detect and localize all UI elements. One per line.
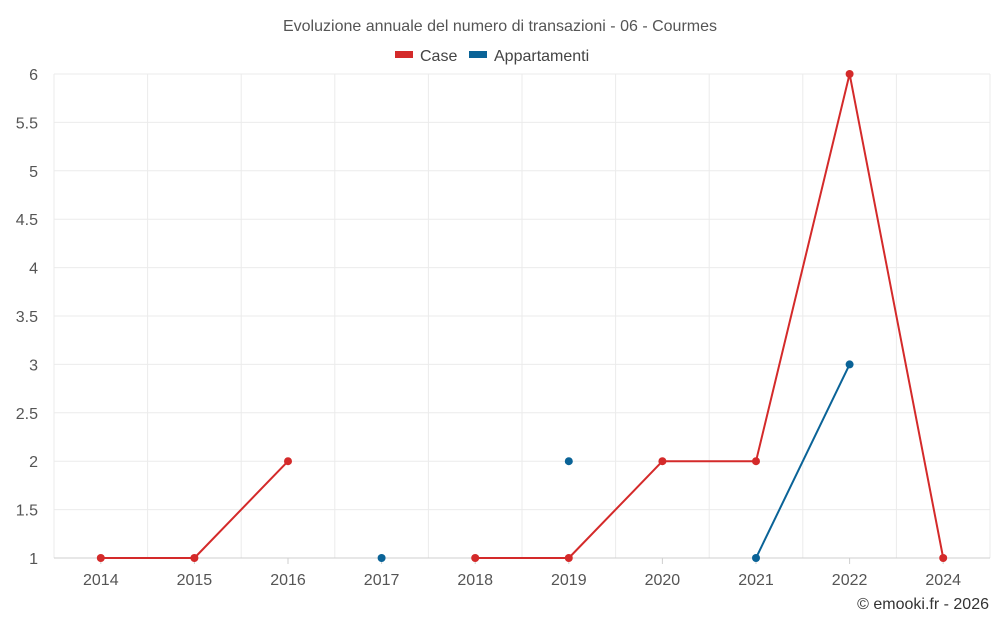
y-tick-label: 5.5 [16, 115, 38, 132]
data-point-case[interactable] [939, 554, 948, 562]
y-tick-label: 6 [29, 67, 38, 84]
data-point-case[interactable] [658, 457, 667, 466]
legend: Case Appartamenti [395, 48, 589, 65]
x-tick-label: 2017 [364, 572, 400, 589]
gridlines [53, 73, 991, 558]
data-point-appartamenti[interactable] [377, 554, 386, 562]
data-point-case[interactable] [190, 554, 199, 562]
x-axis: 2014 2015 2016 2017 2018 2019 2020 2021 2022 2024 [54, 557, 990, 589]
legend-label-appartamenti: Appartamenti [494, 48, 589, 65]
y-tick-label: 3.5 [16, 309, 38, 326]
series-line-case [475, 73, 945, 559]
y-tick-label: 4.5 [16, 212, 38, 229]
y-tick-label: 3 [29, 357, 38, 374]
data-point-appartamenti[interactable] [752, 554, 760, 562]
series-layer [96, 70, 948, 562]
data-point-case[interactable] [284, 457, 292, 466]
x-tick-label: 2016 [270, 572, 306, 589]
legend-item-appartamenti[interactable]: Appartamenti [469, 48, 589, 65]
chart-title: Evoluzione annuale del numero di transaz… [283, 18, 717, 35]
x-tick-label: 2022 [832, 572, 868, 589]
data-point-appartamenti[interactable] [845, 360, 854, 369]
legend-item-case[interactable]: Case [395, 48, 457, 65]
y-tick-label: 2 [29, 454, 38, 471]
y-axis: 1 1.5 2 2.5 3 3.5 4 4.5 5 5.5 6 [16, 67, 38, 568]
y-tick-label: 2.5 [16, 406, 38, 423]
legend-label-case: Case [420, 48, 457, 65]
x-tick-label: 2018 [457, 572, 493, 589]
y-tick-label: 5 [29, 164, 38, 181]
x-tick-label: 2024 [925, 572, 961, 589]
legend-swatch-appartamenti [469, 51, 487, 58]
data-point-appartamenti[interactable] [564, 457, 573, 466]
data-point-case[interactable] [471, 554, 480, 562]
legend-swatch-case [395, 51, 413, 58]
series-line-appartamenti [755, 363, 851, 559]
series-case [96, 70, 948, 562]
data-point-case[interactable] [845, 70, 854, 78]
y-tick-label: 1 [29, 551, 38, 568]
y-tick-label: 4 [29, 261, 38, 278]
credit-text: © emooki.fr - 2026 [857, 596, 989, 613]
y-tick-label: 1.5 [16, 503, 38, 520]
x-tick-label: 2015 [177, 572, 213, 589]
x-tick-label: 2014 [83, 572, 119, 589]
series-appartamenti [377, 360, 854, 562]
x-tick-label: 2021 [738, 572, 774, 589]
x-tick-label: 2019 [551, 572, 587, 589]
data-point-case[interactable] [96, 554, 105, 562]
x-tick-label: 2020 [645, 572, 681, 589]
data-point-case[interactable] [564, 554, 573, 562]
data-point-case[interactable] [752, 457, 760, 466]
